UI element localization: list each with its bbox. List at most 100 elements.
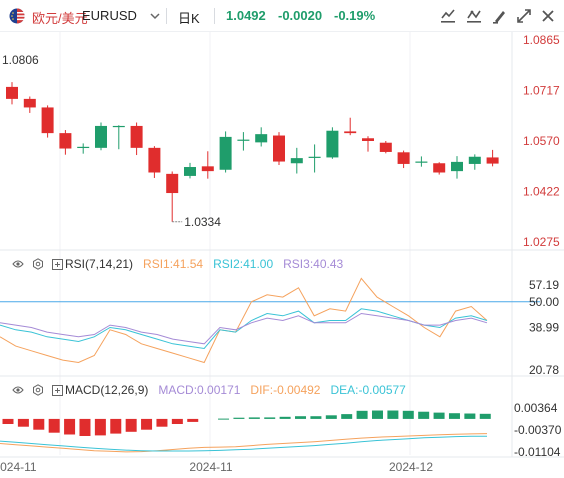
macd-histogram-bar [464, 413, 476, 419]
macd-histogram-bar [248, 417, 260, 419]
macd-histogram-bar [17, 418, 29, 427]
rsi3-value: RSI3:40.43 [283, 257, 344, 271]
rsi-name: RSI(7,14,21) [65, 257, 134, 271]
macd-histogram-bar [371, 410, 383, 419]
candle-body [219, 136, 232, 170]
price-axis-label: 1.0275 [523, 235, 560, 249]
toolbar-divider [214, 8, 215, 24]
macd-histogram-bar [264, 417, 276, 419]
eye-icon[interactable] [12, 384, 24, 396]
period-selector[interactable]: 日K [178, 11, 200, 26]
min-price-label: 1.0334 [184, 215, 221, 229]
macd-histogram-bar [356, 410, 368, 419]
eye-icon[interactable] [12, 258, 24, 270]
rsi-axis-label: 50.00 [529, 295, 559, 309]
candle-body [379, 142, 392, 152]
macd-histogram-bar [433, 412, 445, 419]
settings-icon[interactable] [32, 384, 44, 396]
candle-body [130, 125, 143, 148]
macd-histogram-bar [448, 413, 460, 419]
macd-histogram-bar [171, 418, 183, 425]
candle-body [290, 158, 303, 164]
macd-histogram-bar [110, 418, 122, 434]
macd-series-line-dea [0, 435, 487, 452]
symbol-selector[interactable]: EURUSD [82, 8, 137, 23]
macd-histogram-bar [33, 418, 45, 430]
macd-value: MACD:0.00171 [158, 383, 241, 397]
price-change: -0.0020 [278, 8, 323, 23]
rsi2-value: RSI2:41.00 [213, 257, 274, 271]
fullscreen-icon[interactable] [514, 6, 534, 26]
rsi-series-line-rsi1 [0, 277, 488, 364]
macd-histogram-bar [156, 418, 168, 427]
pair-name: 欧元/美元 [32, 11, 88, 26]
caret-down-icon[interactable] [150, 12, 160, 20]
expand-icon[interactable] [52, 258, 63, 270]
rsi-series-line-rsi2 [0, 308, 488, 350]
candle-body [148, 147, 161, 173]
candle-body [415, 161, 428, 163]
rsi-axis-label: 38.99 [529, 320, 559, 334]
dea-value: DEA:-0.00577 [330, 383, 406, 397]
chart-style-icon[interactable] [438, 6, 458, 26]
macd-histogram-bar [325, 415, 337, 419]
rsi-axis-label: 57.19 [529, 278, 559, 292]
x-axis-date-label: 2024-11 [189, 460, 232, 474]
macd-axis-label: -0.01104 [514, 445, 561, 459]
candle-body [112, 125, 125, 128]
macd-histogram-bar [218, 418, 230, 420]
macd-histogram-bar [125, 418, 137, 432]
candle-body [6, 86, 18, 99]
macd-name: MACD(12,26,9) [65, 383, 149, 397]
settings-icon[interactable] [32, 258, 44, 270]
candle-body [237, 139, 250, 141]
chart-toolbar: 欧元/美元 EURUSD 日K 1.0492 -0.0020 -0.19% [0, 0, 564, 32]
x-axis-date-label: 2024-12 [389, 460, 433, 474]
draw-tool-icon[interactable] [490, 6, 510, 26]
macd-series-line-dif [0, 433, 488, 453]
macd-histogram-bar [48, 418, 60, 433]
price-axis-label: 1.0570 [523, 134, 560, 148]
macd-histogram-bar [387, 410, 399, 419]
x-axis-date-label: 2024-11 [0, 460, 37, 474]
macd-histogram-bar [310, 416, 322, 419]
candle-body [344, 131, 357, 134]
price-axis-label: 1.0422 [523, 185, 560, 199]
macd-histogram-bar [94, 418, 106, 436]
candle-body [23, 98, 36, 108]
macd-histogram-bar [233, 417, 245, 419]
last-price: 1.0492 [226, 8, 266, 23]
candle-body [273, 135, 285, 162]
macd-axis-label: 0.00364 [514, 401, 558, 415]
price-axis-label: 1.0865 [523, 33, 560, 47]
candle-body [166, 173, 179, 194]
candle-body [362, 138, 374, 141]
candle-body [77, 146, 90, 149]
candle-body [308, 156, 321, 158]
macd-histogram-bar [295, 416, 307, 419]
candle-body [201, 166, 214, 172]
macd-histogram-bar [64, 418, 76, 435]
close-icon[interactable] [538, 6, 558, 26]
macd-axis-label: -0.00370 [514, 423, 562, 437]
candle-body [59, 133, 72, 149]
macd-histogram-bar [341, 414, 353, 419]
macd-histogram-bar [479, 413, 491, 419]
indicator-icon[interactable] [464, 6, 484, 26]
rsi-panel-header: RSI(7,14,21) RSI1:41.54 RSI2:41.00 RSI3:… [0, 257, 353, 271]
candle-body [451, 161, 463, 172]
macd-histogram-bar [418, 411, 430, 419]
macd-histogram-bar [402, 410, 414, 419]
eu-us-flag-icon [9, 8, 25, 24]
macd-histogram-bar [279, 416, 291, 419]
candle-body [95, 125, 107, 148]
expand-icon[interactable] [52, 384, 63, 396]
toolbar-divider [166, 8, 167, 24]
macd-histogram-bar [79, 418, 91, 436]
candle-body [255, 134, 268, 143]
candle-body [468, 156, 481, 164]
macd-panel-header: MACD(12,26,9) MACD:0.00171 DIF:-0.00492 … [0, 383, 416, 397]
candle-body [184, 167, 196, 176]
macd-histogram-bar [187, 418, 199, 422]
